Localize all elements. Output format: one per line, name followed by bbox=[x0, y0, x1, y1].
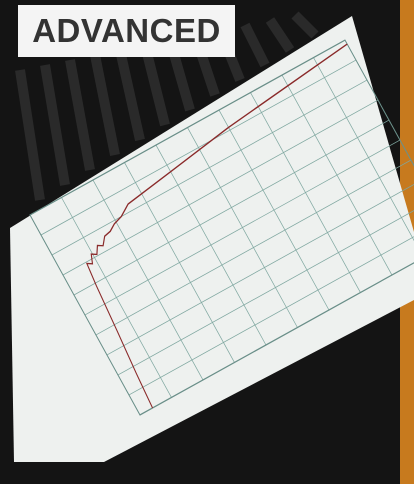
grid-line bbox=[62, 99, 379, 276]
grid-line bbox=[84, 139, 401, 316]
plot-frame bbox=[29, 39, 414, 416]
grid-line bbox=[40, 59, 357, 236]
grid-line bbox=[117, 199, 414, 376]
plot bbox=[29, 39, 414, 416]
grid-line bbox=[51, 79, 368, 256]
grid-line bbox=[73, 119, 390, 296]
screen bbox=[10, 16, 414, 462]
grid-line bbox=[128, 219, 414, 396]
label: ADVANCED bbox=[18, 5, 235, 57]
trace bbox=[85, 43, 348, 409]
grid-line bbox=[95, 159, 412, 336]
grid-line bbox=[106, 179, 414, 356]
